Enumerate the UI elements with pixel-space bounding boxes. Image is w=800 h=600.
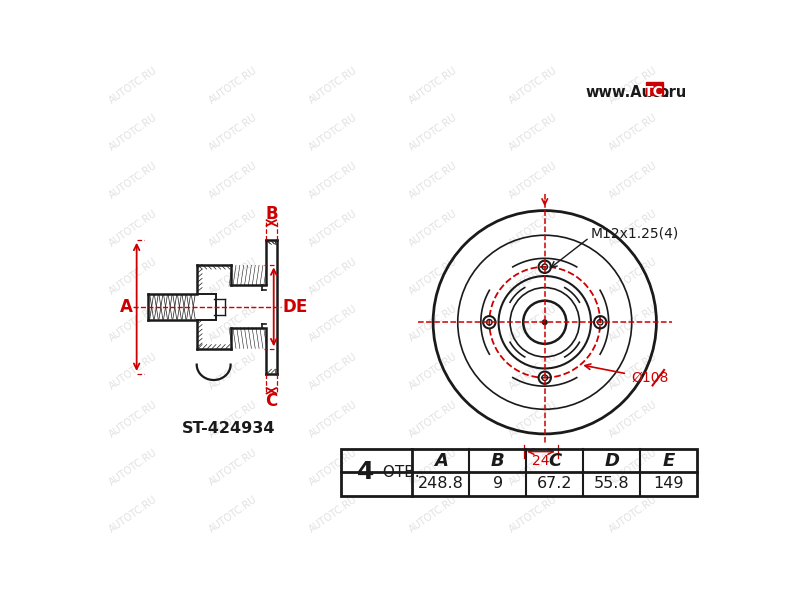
- Text: AUTOTC.RU: AUTOTC.RU: [307, 494, 359, 535]
- Text: 149: 149: [654, 476, 684, 491]
- Text: TC: TC: [644, 85, 664, 99]
- Text: AUTOTC.RU: AUTOTC.RU: [207, 447, 259, 487]
- Text: AUTOTC.RU: AUTOTC.RU: [507, 160, 559, 201]
- Text: 9: 9: [493, 476, 503, 491]
- Text: AUTOTC.RU: AUTOTC.RU: [407, 304, 459, 344]
- Text: AUTOTC.RU: AUTOTC.RU: [607, 494, 659, 535]
- Text: AUTOTC.RU: AUTOTC.RU: [507, 256, 559, 296]
- Text: AUTOTC.RU: AUTOTC.RU: [307, 304, 359, 344]
- Text: A: A: [119, 298, 132, 316]
- Text: AUTOTC.RU: AUTOTC.RU: [407, 399, 459, 439]
- Text: AUTOTC.RU: AUTOTC.RU: [107, 160, 158, 201]
- Text: D: D: [604, 452, 619, 470]
- Text: AUTOTC.RU: AUTOTC.RU: [107, 494, 158, 535]
- Text: AUTOTC.RU: AUTOTC.RU: [507, 399, 559, 439]
- Text: AUTOTC.RU: AUTOTC.RU: [307, 160, 359, 201]
- Text: AUTOTC.RU: AUTOTC.RU: [407, 160, 459, 201]
- Text: AUTOTC.RU: AUTOTC.RU: [107, 256, 158, 296]
- Text: AUTOTC.RU: AUTOTC.RU: [307, 113, 359, 153]
- Text: AUTOTC.RU: AUTOTC.RU: [107, 399, 158, 439]
- Text: AUTOTC.RU: AUTOTC.RU: [307, 208, 359, 248]
- Text: AUTOTC.RU: AUTOTC.RU: [607, 65, 659, 106]
- Text: C: C: [266, 392, 278, 410]
- Text: AUTOTC.RU: AUTOTC.RU: [307, 65, 359, 106]
- Text: AUTOTC.RU: AUTOTC.RU: [507, 65, 559, 106]
- Text: ST-424934: ST-424934: [182, 421, 276, 436]
- Text: AUTOTC.RU: AUTOTC.RU: [207, 160, 259, 201]
- Text: AUTOTC.RU: AUTOTC.RU: [407, 208, 459, 248]
- Text: 55.8: 55.8: [594, 476, 630, 491]
- Text: AUTOTC.RU: AUTOTC.RU: [607, 256, 659, 296]
- Text: AUTOTC.RU: AUTOTC.RU: [507, 304, 559, 344]
- Text: AUTOTC.RU: AUTOTC.RU: [507, 494, 559, 535]
- Text: AUTOTC.RU: AUTOTC.RU: [407, 256, 459, 296]
- Text: AUTOTC.RU: AUTOTC.RU: [607, 208, 659, 248]
- Text: AUTOTC.RU: AUTOTC.RU: [107, 447, 158, 487]
- Text: AUTOTC.RU: AUTOTC.RU: [107, 352, 158, 392]
- Text: AUTOTC.RU: AUTOTC.RU: [507, 113, 559, 153]
- Text: 248.8: 248.8: [418, 476, 464, 491]
- Text: AUTOTC.RU: AUTOTC.RU: [207, 304, 259, 344]
- Text: AUTOTC.RU: AUTOTC.RU: [107, 208, 158, 248]
- Text: AUTOTC.RU: AUTOTC.RU: [407, 352, 459, 392]
- Text: E: E: [295, 298, 306, 316]
- Text: B: B: [491, 452, 505, 470]
- Text: AUTOTC.RU: AUTOTC.RU: [307, 399, 359, 439]
- Text: AUTOTC.RU: AUTOTC.RU: [507, 447, 559, 487]
- Text: AUTOTC.RU: AUTOTC.RU: [207, 208, 259, 248]
- Text: AUTOTC.RU: AUTOTC.RU: [407, 65, 459, 106]
- Text: AUTOTC.RU: AUTOTC.RU: [607, 399, 659, 439]
- Text: AUTOTC.RU: AUTOTC.RU: [207, 256, 259, 296]
- Text: ОТВ.: ОТВ.: [378, 465, 420, 480]
- Text: AUTOTC.RU: AUTOTC.RU: [407, 447, 459, 487]
- Text: B: B: [265, 205, 278, 223]
- Text: AUTOTC.RU: AUTOTC.RU: [207, 399, 259, 439]
- Text: AUTOTC.RU: AUTOTC.RU: [307, 352, 359, 392]
- Text: 24: 24: [532, 454, 550, 468]
- Text: AUTOTC.RU: AUTOTC.RU: [107, 113, 158, 153]
- Text: E: E: [662, 452, 675, 470]
- Text: AUTOTC.RU: AUTOTC.RU: [607, 447, 659, 487]
- Text: AUTOTC.RU: AUTOTC.RU: [207, 494, 259, 535]
- Text: AUTOTC.RU: AUTOTC.RU: [107, 304, 158, 344]
- Text: D: D: [283, 298, 297, 316]
- Text: 67.2: 67.2: [537, 476, 573, 491]
- Text: C: C: [548, 452, 562, 470]
- Text: AUTOTC.RU: AUTOTC.RU: [607, 304, 659, 344]
- Text: AUTOTC.RU: AUTOTC.RU: [207, 352, 259, 392]
- Circle shape: [542, 320, 547, 325]
- Text: AUTOTC.RU: AUTOTC.RU: [407, 494, 459, 535]
- Text: AUTOTC.RU: AUTOTC.RU: [607, 352, 659, 392]
- Text: .ru: .ru: [663, 85, 686, 100]
- Text: A: A: [434, 452, 448, 470]
- Text: M12x1.25(4): M12x1.25(4): [591, 227, 679, 241]
- Text: www.Auto: www.Auto: [586, 85, 670, 100]
- Bar: [341, 449, 698, 496]
- Text: AUTOTC.RU: AUTOTC.RU: [207, 65, 259, 106]
- Text: AUTOTC.RU: AUTOTC.RU: [407, 113, 459, 153]
- Text: AUTOTC.RU: AUTOTC.RU: [507, 208, 559, 248]
- Bar: [646, 82, 662, 95]
- Text: 4: 4: [357, 460, 374, 484]
- Text: AUTOTC.RU: AUTOTC.RU: [307, 256, 359, 296]
- Text: AUTOTC.RU: AUTOTC.RU: [607, 160, 659, 201]
- Text: AUTOTC.RU: AUTOTC.RU: [107, 65, 158, 106]
- Text: AUTOTC.RU: AUTOTC.RU: [607, 113, 659, 153]
- Text: AUTOTC.RU: AUTOTC.RU: [207, 113, 259, 153]
- Text: AUTOTC.RU: AUTOTC.RU: [507, 352, 559, 392]
- Text: AUTOTC.RU: AUTOTC.RU: [307, 447, 359, 487]
- Text: Ø108: Ø108: [631, 371, 668, 385]
